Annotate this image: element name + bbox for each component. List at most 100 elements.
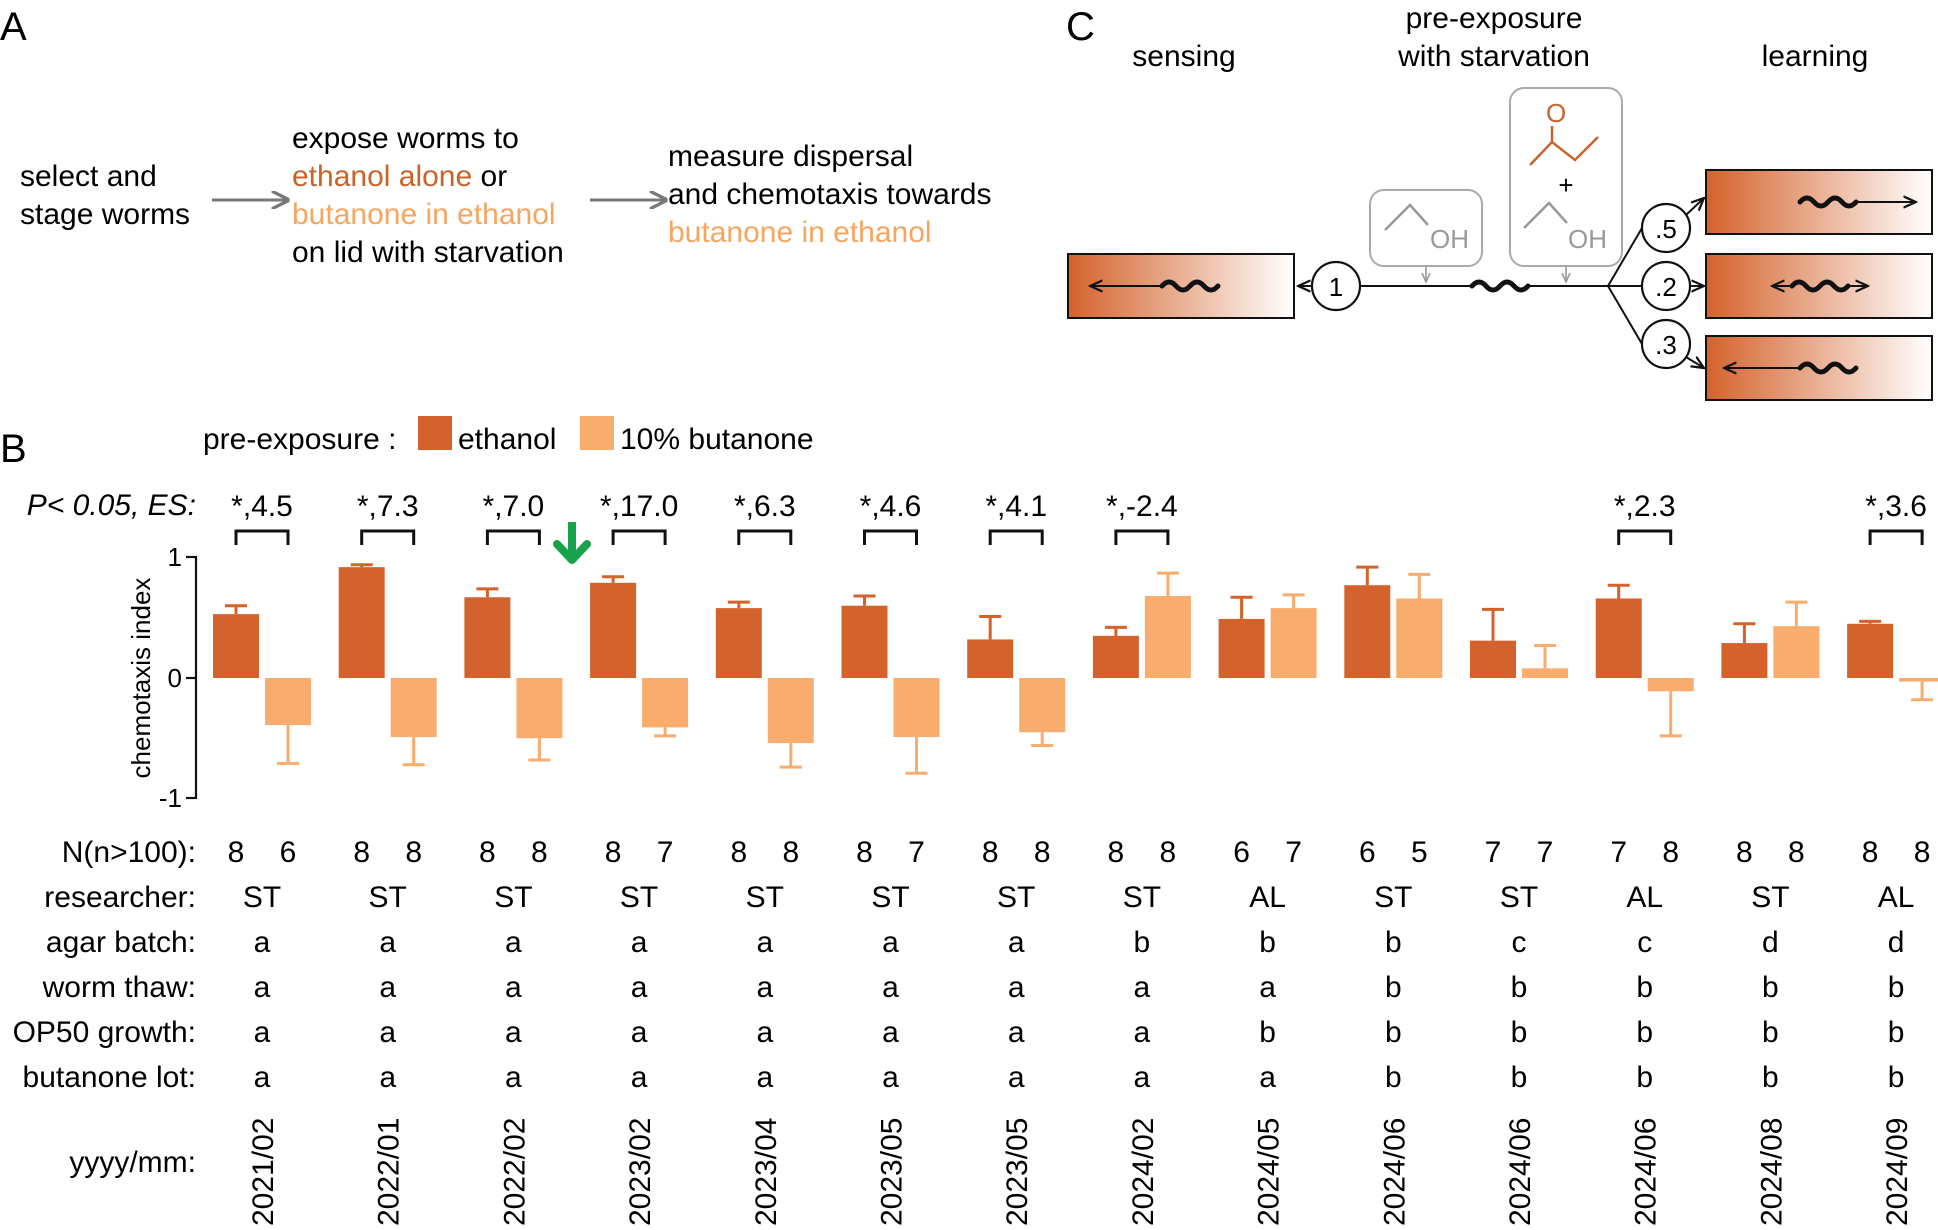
cell-agar-batch: d [1762,926,1779,959]
ethanol-oh-label: OH [1430,224,1469,254]
sig-bracket [1114,529,1170,545]
ethanol-oh-label-2: OH [1568,224,1607,254]
row-label: OP50 growth: [13,1016,196,1049]
row-label: yyyy/mm: [69,1146,196,1179]
cell-butanone-lot: a [379,1061,396,1094]
step2-line2: ethanol alone or [292,160,507,193]
cell-date: 2022/02 [498,1118,531,1226]
node-b-label: .2 [1655,272,1677,302]
cell-op50-growth: a [756,1016,773,1049]
sig-label: *,7.0 [483,490,545,523]
cell-agar-batch: b [1134,926,1151,959]
bar-ethanol [338,567,385,678]
cell-n-eth: 8 [1736,836,1753,869]
cell-op50-growth: b [1888,1016,1905,1049]
sig-label: *,7.3 [357,490,419,523]
node-sense-label: 1 [1329,272,1343,302]
sig-row-label: P< 0.05, ES: [27,489,196,522]
cell-n-but: 8 [1788,836,1805,869]
step3-butanone-text: butanone in ethanol [668,216,932,249]
butanone-structure [1529,136,1599,166]
bar-butanone [1270,608,1317,678]
y-tick-label-0: 0 [168,663,182,693]
cell-n-but: 8 [1160,836,1177,869]
cell-butanone-lot: b [1385,1061,1402,1094]
plus-sign: + [1558,170,1573,200]
cell-worm-thaw: b [1762,971,1779,1004]
sig-bracket [737,529,793,545]
bar-butanone [893,678,940,738]
cell-butanone-lot: b [1636,1061,1653,1094]
cell-n-eth: 8 [353,836,370,869]
cell-op50-growth: a [631,1016,648,1049]
cell-n-eth: 8 [1108,836,1125,869]
ethanol-structure [1384,203,1429,231]
cell-op50-growth: a [882,1016,899,1049]
row-label: N(n>100): [62,836,196,869]
bar-ethanol [464,597,511,678]
worm-icon [1469,279,1531,293]
panel-a-letter: A [0,5,27,49]
cell-butanone-lot: a [631,1061,648,1094]
y-axis-label: chemotaxis index [126,578,156,779]
cell-butanone-lot: a [505,1061,522,1094]
legend-ethanol-swatch [418,416,452,450]
cell-butanone-lot: a [254,1061,271,1094]
cell-agar-batch: c [1512,926,1527,959]
cell-date: 2024/02 [1127,1118,1160,1226]
cell-agar-batch: a [882,926,899,959]
cell-op50-growth: a [254,1016,271,1049]
cell-n-but: 7 [908,836,925,869]
sig-label: *,6.3 [734,490,796,523]
node-c-arrow [1685,357,1704,368]
bar-butanone [1144,596,1191,678]
bar-ethanol [1344,585,1391,678]
worm-icon [1159,279,1221,293]
cell-n-eth: 6 [1233,836,1250,869]
cell-n-eth: 8 [228,836,245,869]
row-label: butanone lot: [23,1061,196,1094]
cell-date: 2021/02 [247,1118,280,1226]
cell-worm-thaw: b [1385,971,1402,1004]
worm-icon [1797,361,1859,375]
pre-exposure-label-1: pre-exposure [1406,2,1583,35]
bar-butanone [390,678,437,738]
cell-butanone-lot: a [882,1061,899,1094]
cell-worm-thaw: a [756,971,773,1004]
bar-butanone [1899,678,1938,682]
step1-line2: stage worms [20,198,190,231]
legend-prefix: pre-exposure : [203,423,396,456]
legend-ethanol-label: ethanol [458,423,556,456]
cell-n-eth: 8 [982,836,999,869]
step2-line1: expose worms to [292,122,519,155]
node-a-circle [1640,202,1692,254]
worm-icon [1797,195,1859,209]
sig-label: *,3.6 [1865,490,1927,523]
branch-up [1607,227,1643,287]
cell-n-but: 5 [1411,836,1428,869]
butanone-o-atom: O [1546,98,1566,128]
cell-agar-batch: a [505,926,522,959]
cell-worm-thaw: a [1134,971,1151,1004]
cell-date: 2023/05 [876,1118,909,1226]
bar-ethanol [1847,623,1894,678]
bar-butanone [1522,668,1568,678]
cell-n-but: 6 [280,836,297,869]
cell-n-eth: 7 [1610,836,1627,869]
node-c-circle [1640,318,1692,370]
sig-label: *,2.3 [1614,490,1676,523]
sig-bracket [988,529,1044,545]
row-label: worm thaw: [42,971,196,1004]
cell-researcher: AL [1878,881,1915,914]
bar-ethanol [715,608,762,678]
step3-line2: and chemotaxis towards [668,178,992,211]
cell-agar-batch: c [1637,926,1652,959]
row-label: researcher: [44,881,196,914]
cell-worm-thaw: a [882,971,899,1004]
step2-or-text: or [472,160,507,193]
cell-op50-growth: b [1762,1016,1779,1049]
cell-n-but: 8 [1914,836,1931,869]
bar-ethanol [213,614,259,678]
